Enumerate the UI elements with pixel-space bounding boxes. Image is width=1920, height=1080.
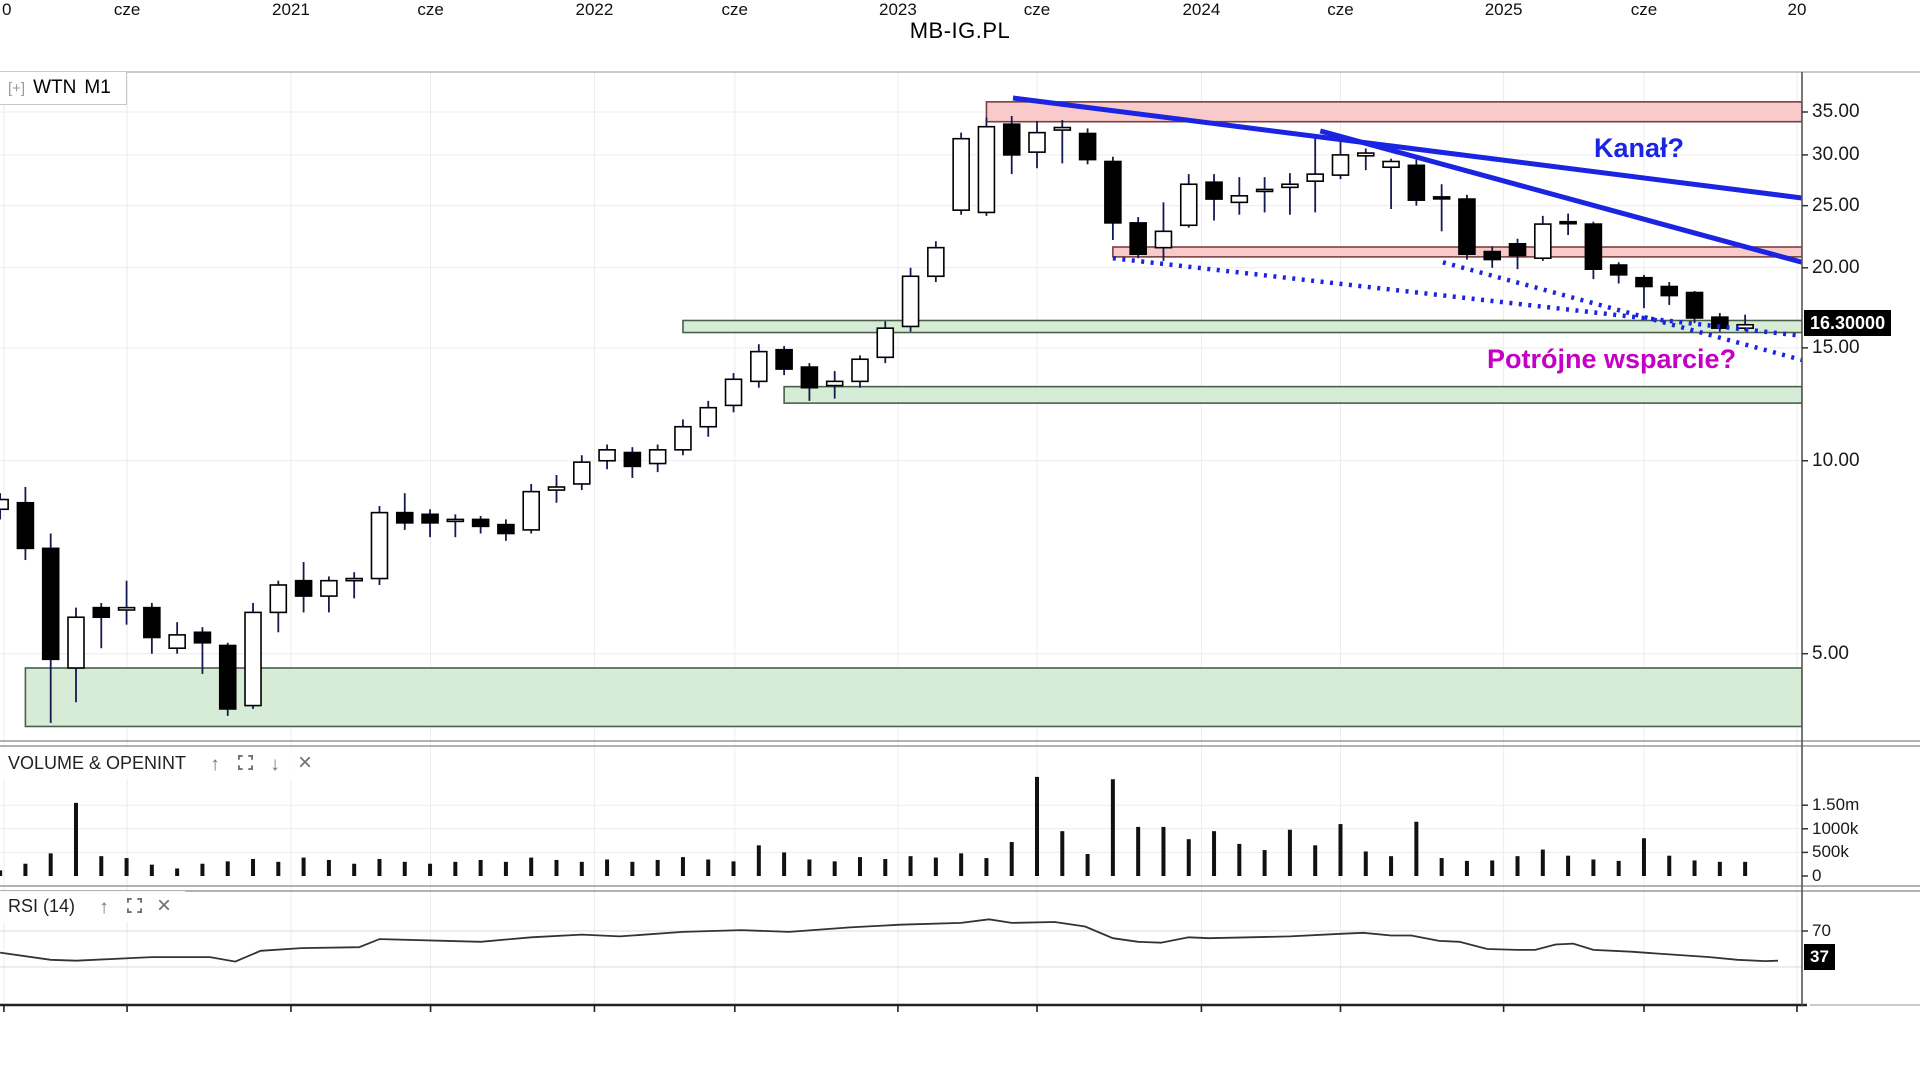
down-arrow-icon[interactable]: ↓: [270, 753, 280, 775]
zone-support-16.3[interactable]: [682, 319, 1802, 334]
time-axis-label: cze: [1327, 0, 1354, 19]
price-axis-label: 25.00: [1812, 194, 1860, 216]
page-title: MB-IG.PL: [909, 18, 1011, 43]
time-axis-label: cze: [721, 0, 749, 19]
volume-axis-label: 1000k: [1812, 818, 1859, 838]
close-icon[interactable]: ×: [298, 748, 313, 776]
volume-axis-label: 500k: [1812, 842, 1849, 862]
time-axis-label: cze: [417, 0, 444, 19]
rsi-axis-label: 70: [1812, 921, 1831, 940]
trendlines[interactable]: [1012, 95, 1802, 363]
timeframe-label: M1: [84, 77, 111, 98]
time-axis-label: 2025: [1484, 0, 1523, 19]
zone-support-13[interactable]: [783, 385, 1802, 404]
gridlines: [0, 72, 1802, 1005]
rsi-line: [0, 918, 1779, 963]
volume-axis-label: 0: [1812, 866, 1822, 885]
price-axis-label: 35.00: [1812, 101, 1860, 122]
price-axis-label: 5.00: [1812, 642, 1849, 664]
rsi-panel-title: RSI (14): [8, 895, 76, 916]
time-axis-label: cze: [1023, 0, 1051, 19]
expand-icon[interactable]: [+]: [8, 79, 26, 97]
up-arrow-icon[interactable]: ↑: [210, 753, 220, 775]
support-resistance-zones[interactable]: [24, 101, 1802, 728]
zone-support-lower[interactable]: [24, 667, 1802, 728]
symbol-name: WTN: [33, 77, 77, 98]
volume-series: [0, 776, 1748, 876]
time-axis-label: 2021: [272, 0, 310, 19]
time-axis-label: 0: [2, 0, 12, 19]
close-icon[interactable]: ×: [157, 891, 172, 919]
last-price-badge: 16.30000: [1804, 310, 1892, 336]
candlestick-series: [0, 116, 1754, 723]
rsi-panel-header: RSI (14) ↑ ×: [0, 891, 186, 922]
price-axis-label: 10.00: [1812, 449, 1860, 471]
time-axis-label: 2024: [1182, 0, 1221, 19]
trendline-downtrend-dotted-1[interactable]: [1112, 255, 1802, 339]
up-arrow-icon[interactable]: ↑: [99, 896, 109, 918]
volume-panel-title: VOLUME & OPENINT: [8, 752, 187, 773]
volume-axis-label: 1.50m: [1812, 795, 1860, 815]
rsi-value-badge: 37: [1804, 944, 1835, 970]
time-axis-label: 2022: [575, 0, 614, 19]
support-annotation[interactable]: Potrójne wsparcie?: [1487, 344, 1737, 374]
time-axis-label: cze: [1630, 0, 1658, 19]
time-axis-label: cze: [113, 0, 141, 19]
volume-panel-header: VOLUME & OPENINT ↑ ↓ ×: [0, 748, 327, 779]
price-axis-label: 15.00: [1812, 336, 1860, 358]
symbol-badge[interactable]: [+] WTN M1: [0, 72, 127, 105]
time-axis-label: 2023: [878, 0, 917, 19]
channel-annotation[interactable]: Kanał?: [1594, 133, 1685, 163]
zone-resistance-21[interactable]: [1112, 246, 1802, 258]
panel-borders: [0, 71, 1920, 1012]
trendline-channel-lower[interactable]: [1319, 128, 1802, 265]
maximize-icon[interactable]: [119, 893, 149, 917]
price-axis-label: 20.00: [1812, 256, 1860, 278]
maximize-icon[interactable]: [230, 750, 260, 774]
time-axis-label: 20: [1787, 0, 1807, 19]
zone-resistance-upper[interactable]: [985, 101, 1802, 123]
price-axis-label: 30.00: [1812, 143, 1860, 165]
trendline-channel-upper[interactable]: [1012, 95, 1802, 201]
